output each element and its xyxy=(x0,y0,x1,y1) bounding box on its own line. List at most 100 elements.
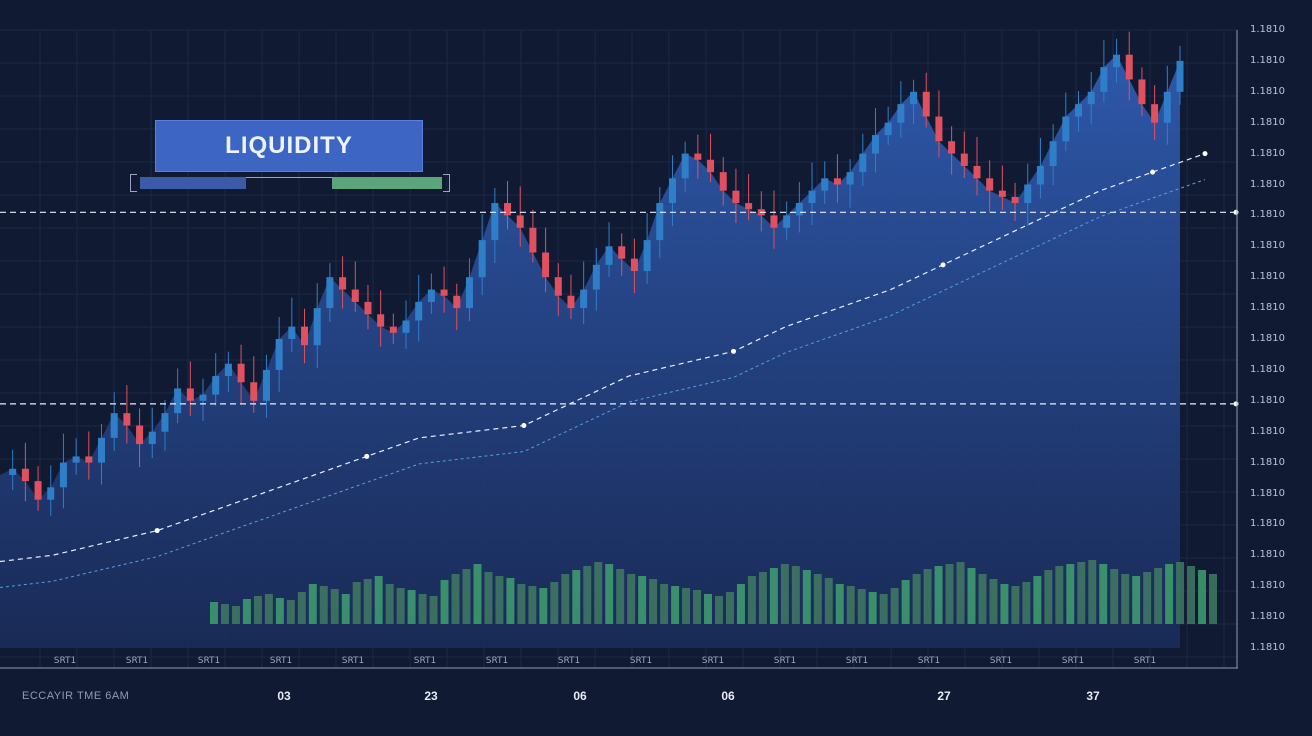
volume-bar xyxy=(385,584,394,624)
candle-body xyxy=(339,277,347,290)
candle-body xyxy=(1138,79,1146,105)
candle-body xyxy=(136,425,144,445)
volume-bar xyxy=(813,574,822,624)
candle-body xyxy=(301,326,309,346)
candle-body xyxy=(580,289,588,309)
candle-body xyxy=(567,295,575,309)
volume-bar xyxy=(528,586,537,624)
candle-body xyxy=(21,468,29,482)
volume-bar xyxy=(594,562,603,624)
candle-body xyxy=(224,363,232,377)
y-tick-label: 1.1810 xyxy=(1250,580,1285,592)
candle-body xyxy=(389,326,397,333)
y-tick-label: 1.1810 xyxy=(1250,24,1285,35)
volume-bar xyxy=(1077,562,1086,624)
candle-body xyxy=(1125,54,1133,80)
volume-bar xyxy=(956,562,965,624)
volume-bar xyxy=(297,592,306,624)
x-tick-label: SRT1 xyxy=(269,656,293,666)
candle-body xyxy=(681,153,689,179)
volume-bar xyxy=(1198,570,1207,624)
candle-body xyxy=(1176,60,1184,92)
y-tick-label: 1.1810 xyxy=(1250,487,1285,499)
volume-bar xyxy=(978,574,987,624)
candle-body xyxy=(250,382,258,401)
candle-body xyxy=(1151,104,1159,123)
candle-body xyxy=(1024,184,1032,204)
candle-body xyxy=(440,289,448,296)
volume-bar xyxy=(649,579,658,624)
candle-body xyxy=(859,153,867,173)
footer-label: ECCAYIR TME 6AM xyxy=(22,690,130,702)
candle-body xyxy=(668,178,676,204)
candle-body xyxy=(516,215,524,228)
volume-bar xyxy=(242,599,251,624)
y-tick-label: 1.1810 xyxy=(1250,394,1285,406)
x-tick-label: SRT1 xyxy=(773,656,797,666)
candle-body xyxy=(478,240,486,278)
volume-bar xyxy=(769,568,778,624)
candle-body xyxy=(833,178,841,185)
candle-body xyxy=(998,190,1006,197)
volume-bar xyxy=(1044,570,1053,624)
candle-body xyxy=(554,277,562,296)
trend-point xyxy=(730,348,736,354)
y-tick-label: 1.1810 xyxy=(1250,549,1285,561)
x-tick-label: SRT1 xyxy=(197,656,221,666)
candle-body xyxy=(148,431,156,445)
y-tick-label: 1.1810 xyxy=(1250,302,1285,314)
volume-bar xyxy=(264,594,273,624)
volume-bar xyxy=(231,606,240,624)
y-tick-label: 1.1810 xyxy=(1250,54,1285,66)
candle-body xyxy=(960,153,968,166)
title-box: LIQUIDITY xyxy=(155,120,423,172)
volume-bar xyxy=(341,594,350,624)
volume-bar xyxy=(473,564,482,624)
candle-body xyxy=(186,388,194,401)
volume-bar xyxy=(824,578,833,624)
trend-point xyxy=(940,262,946,268)
trend-point xyxy=(521,423,527,429)
date-label: 37 xyxy=(1086,689,1100,703)
volume-bar xyxy=(517,584,526,624)
x-tick-label: SRT1 xyxy=(917,656,941,666)
candle-body xyxy=(123,413,131,426)
x-tick-label: SRT1 xyxy=(989,656,1013,666)
trend-line-lower xyxy=(0,179,1206,588)
volume-bar xyxy=(374,576,383,624)
meter-blue-segment xyxy=(140,177,246,189)
candle-body xyxy=(986,178,994,191)
volume-bar xyxy=(286,600,295,624)
volume-bar xyxy=(758,572,767,624)
candle-body xyxy=(275,339,283,370)
candle-body xyxy=(1049,141,1057,166)
volume-bar xyxy=(638,576,647,624)
volume-bar xyxy=(1154,568,1163,624)
liquidity-level-marker xyxy=(1233,209,1239,215)
candle-body xyxy=(1100,67,1108,92)
date-label: 03 xyxy=(277,689,291,703)
date-label: 06 xyxy=(573,689,587,703)
trend-line xyxy=(0,153,1206,563)
trend-point xyxy=(364,453,370,459)
volume-bar xyxy=(715,596,723,624)
volume-bar xyxy=(308,584,317,624)
candle-body xyxy=(161,413,169,432)
volume-bar xyxy=(275,598,284,624)
volume-bar xyxy=(407,590,416,624)
volume-bar xyxy=(890,588,899,624)
candle-body xyxy=(707,159,715,173)
candle-body xyxy=(9,468,17,475)
volume-bar xyxy=(879,594,888,624)
volume-bar xyxy=(671,586,680,624)
candle-body xyxy=(783,215,791,228)
trend-point xyxy=(1202,151,1208,157)
candle-body xyxy=(935,116,943,142)
date-label: 23 xyxy=(424,689,438,703)
candle-body xyxy=(1036,165,1044,185)
y-tick-label: 1.1810 xyxy=(1250,240,1285,252)
candle-body xyxy=(427,289,435,302)
volume-bar xyxy=(791,566,800,624)
chart-title: LIQUIDITY xyxy=(225,132,353,159)
volume-bar xyxy=(1000,584,1009,624)
